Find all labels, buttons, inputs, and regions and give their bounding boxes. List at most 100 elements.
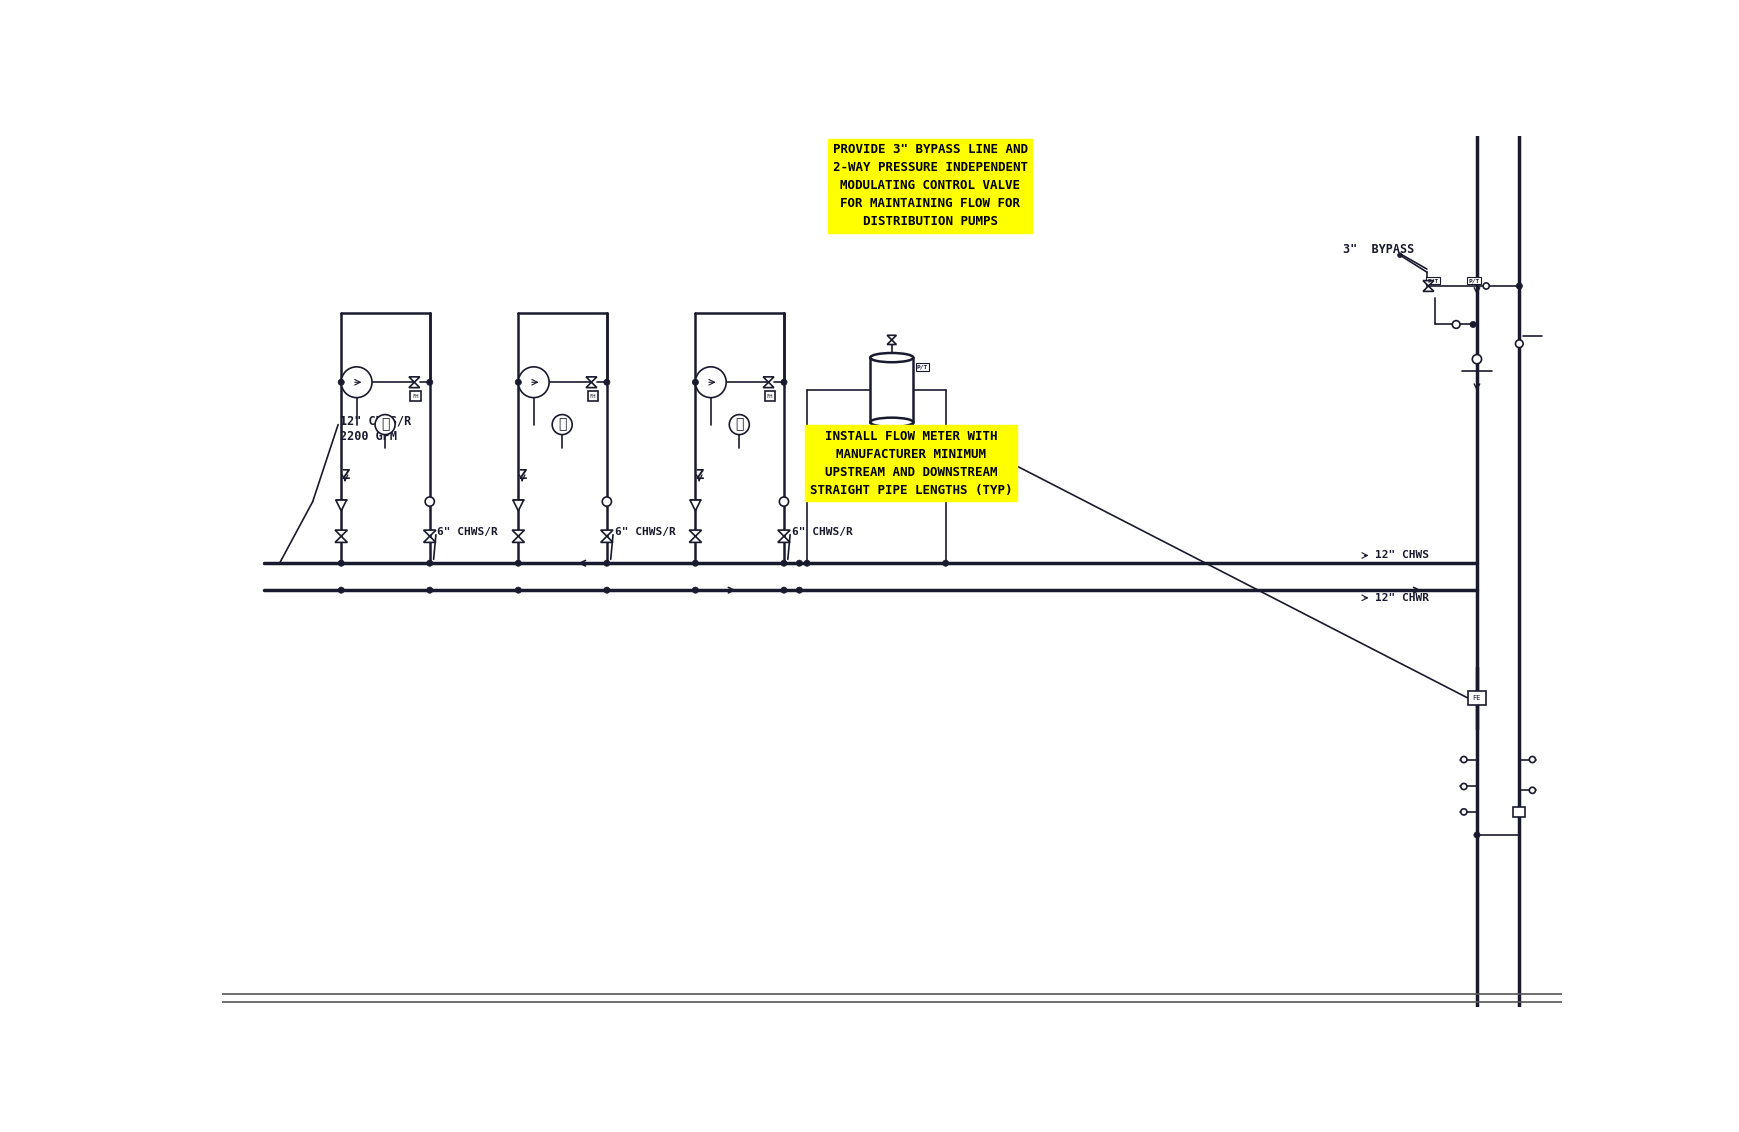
Text: FH: FH [590, 394, 596, 398]
Text: P/T: P/T [1426, 278, 1438, 283]
Circle shape [515, 379, 522, 385]
Polygon shape [689, 530, 701, 537]
Polygon shape [336, 530, 348, 537]
Polygon shape [336, 537, 348, 542]
Circle shape [796, 588, 802, 593]
Circle shape [1452, 320, 1459, 328]
Text: 3"  BYPASS: 3" BYPASS [1343, 243, 1414, 256]
Circle shape [803, 560, 810, 566]
Text: Z: Z [694, 468, 703, 481]
Circle shape [796, 560, 802, 566]
Polygon shape [513, 500, 523, 511]
Circle shape [943, 560, 948, 566]
Circle shape [1469, 321, 1475, 327]
Text: 12" CHWR: 12" CHWR [1374, 593, 1428, 603]
Circle shape [1461, 783, 1466, 790]
Polygon shape [511, 530, 523, 537]
Circle shape [909, 472, 916, 478]
Circle shape [603, 588, 610, 593]
Circle shape [376, 414, 395, 435]
Polygon shape [690, 500, 701, 511]
Text: 12" CHWS: 12" CHWS [1374, 550, 1428, 560]
Circle shape [1515, 283, 1522, 289]
Circle shape [1471, 354, 1480, 363]
Text: ①: ① [381, 418, 390, 431]
Text: P/T: P/T [854, 430, 864, 435]
Circle shape [781, 588, 786, 593]
Polygon shape [409, 377, 419, 383]
Circle shape [515, 560, 522, 566]
Text: FH: FH [767, 394, 772, 398]
Polygon shape [887, 340, 896, 344]
Circle shape [337, 588, 344, 593]
Polygon shape [777, 537, 790, 542]
Bar [1426, 276, 1440, 284]
Polygon shape [887, 335, 896, 340]
Text: 12" CHWS/R: 12" CHWS/R [339, 414, 410, 427]
Circle shape [692, 379, 697, 385]
Text: ①: ① [734, 418, 743, 431]
Circle shape [337, 379, 344, 385]
Bar [1513, 807, 1525, 816]
Circle shape [515, 588, 522, 593]
Bar [870, 358, 913, 422]
Polygon shape [586, 383, 596, 387]
Bar [588, 392, 598, 401]
Bar [1466, 276, 1480, 284]
Circle shape [1473, 832, 1480, 838]
Circle shape [1461, 756, 1466, 763]
Polygon shape [600, 530, 612, 537]
Circle shape [426, 588, 433, 593]
Text: P/T: P/T [1468, 278, 1478, 283]
Polygon shape [423, 537, 436, 542]
Polygon shape [586, 377, 596, 383]
Circle shape [603, 560, 610, 566]
Circle shape [602, 497, 610, 506]
Polygon shape [423, 530, 436, 537]
Polygon shape [511, 537, 523, 542]
Bar [852, 428, 866, 436]
Polygon shape [763, 377, 774, 383]
Circle shape [426, 379, 433, 385]
Circle shape [426, 560, 433, 566]
Text: Z: Z [518, 468, 525, 481]
Bar [763, 392, 776, 401]
Circle shape [692, 560, 697, 566]
Circle shape [1482, 283, 1489, 289]
Polygon shape [1423, 281, 1433, 286]
Circle shape [1461, 809, 1466, 815]
Bar [1468, 691, 1485, 705]
Text: FH: FH [412, 394, 419, 398]
Circle shape [424, 497, 435, 506]
Circle shape [337, 560, 344, 566]
Text: FE: FE [1471, 695, 1480, 701]
Circle shape [1396, 252, 1402, 257]
Circle shape [1529, 756, 1534, 763]
Circle shape [603, 379, 610, 385]
Text: INSTALL FLOW METER WITH
MANUFACTURER MINIMUM
UPSTREAM AND DOWNSTREAM
STRAIGHT PI: INSTALL FLOW METER WITH MANUFACTURER MIN… [809, 429, 1012, 497]
Bar [915, 363, 929, 370]
Polygon shape [409, 383, 419, 387]
Circle shape [341, 367, 372, 397]
Circle shape [692, 588, 697, 593]
Circle shape [696, 367, 725, 397]
Circle shape [866, 457, 901, 491]
Circle shape [551, 414, 572, 435]
Text: 6" CHWS/R: 6" CHWS/R [436, 528, 497, 538]
Polygon shape [336, 500, 346, 511]
Text: 2200 GPM: 2200 GPM [339, 430, 396, 443]
Text: P/T: P/T [916, 365, 927, 369]
Ellipse shape [870, 353, 913, 362]
Polygon shape [763, 383, 774, 387]
Text: PROVIDE 3" BYPASS LINE AND
2-WAY PRESSURE INDEPENDENT
MODULATING CONTROL VALVE
F: PROVIDE 3" BYPASS LINE AND 2-WAY PRESSUR… [833, 144, 1028, 229]
Polygon shape [689, 537, 701, 542]
Ellipse shape [870, 418, 913, 427]
Text: ①: ① [558, 418, 567, 431]
Circle shape [729, 414, 750, 435]
Text: Z: Z [341, 468, 350, 481]
Circle shape [1529, 787, 1534, 794]
Text: 6" CHWS/R: 6" CHWS/R [614, 528, 675, 538]
Circle shape [518, 367, 550, 397]
Polygon shape [1423, 286, 1433, 291]
Circle shape [779, 497, 788, 506]
